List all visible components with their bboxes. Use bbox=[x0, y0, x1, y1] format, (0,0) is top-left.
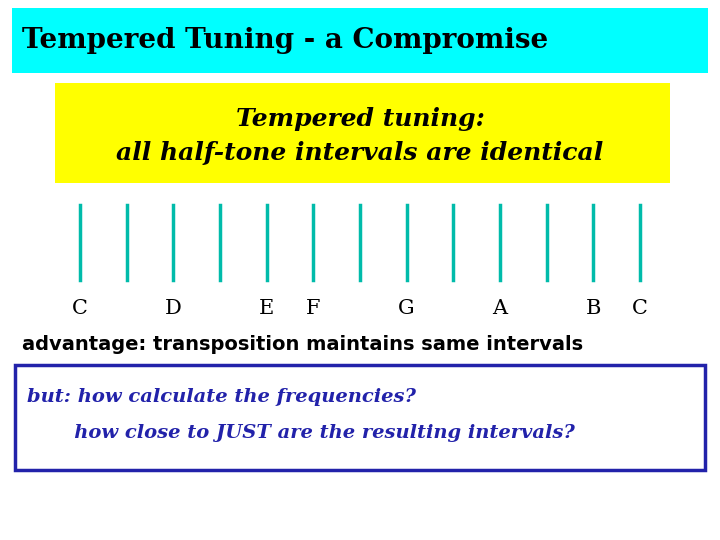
Text: F: F bbox=[306, 299, 320, 318]
Bar bbox=[12, 8, 708, 73]
Text: B: B bbox=[585, 299, 601, 318]
Text: C: C bbox=[72, 299, 88, 318]
Text: D: D bbox=[165, 299, 181, 318]
Text: how close to JUST are the resulting intervals?: how close to JUST are the resulting inte… bbox=[27, 424, 575, 442]
Text: advantage: transposition maintains same intervals: advantage: transposition maintains same … bbox=[22, 335, 583, 354]
Bar bbox=[55, 83, 670, 183]
Text: A: A bbox=[492, 299, 508, 318]
Text: Tempered Tuning - a Compromise: Tempered Tuning - a Compromise bbox=[22, 27, 548, 54]
Text: all half-tone intervals are identical: all half-tone intervals are identical bbox=[117, 141, 603, 165]
Text: but: how calculate the frequencies?: but: how calculate the frequencies? bbox=[27, 388, 416, 406]
Text: E: E bbox=[259, 299, 274, 318]
Text: Tempered tuning:: Tempered tuning: bbox=[235, 107, 485, 131]
Bar bbox=[15, 365, 705, 470]
Text: C: C bbox=[632, 299, 648, 318]
Text: G: G bbox=[398, 299, 415, 318]
